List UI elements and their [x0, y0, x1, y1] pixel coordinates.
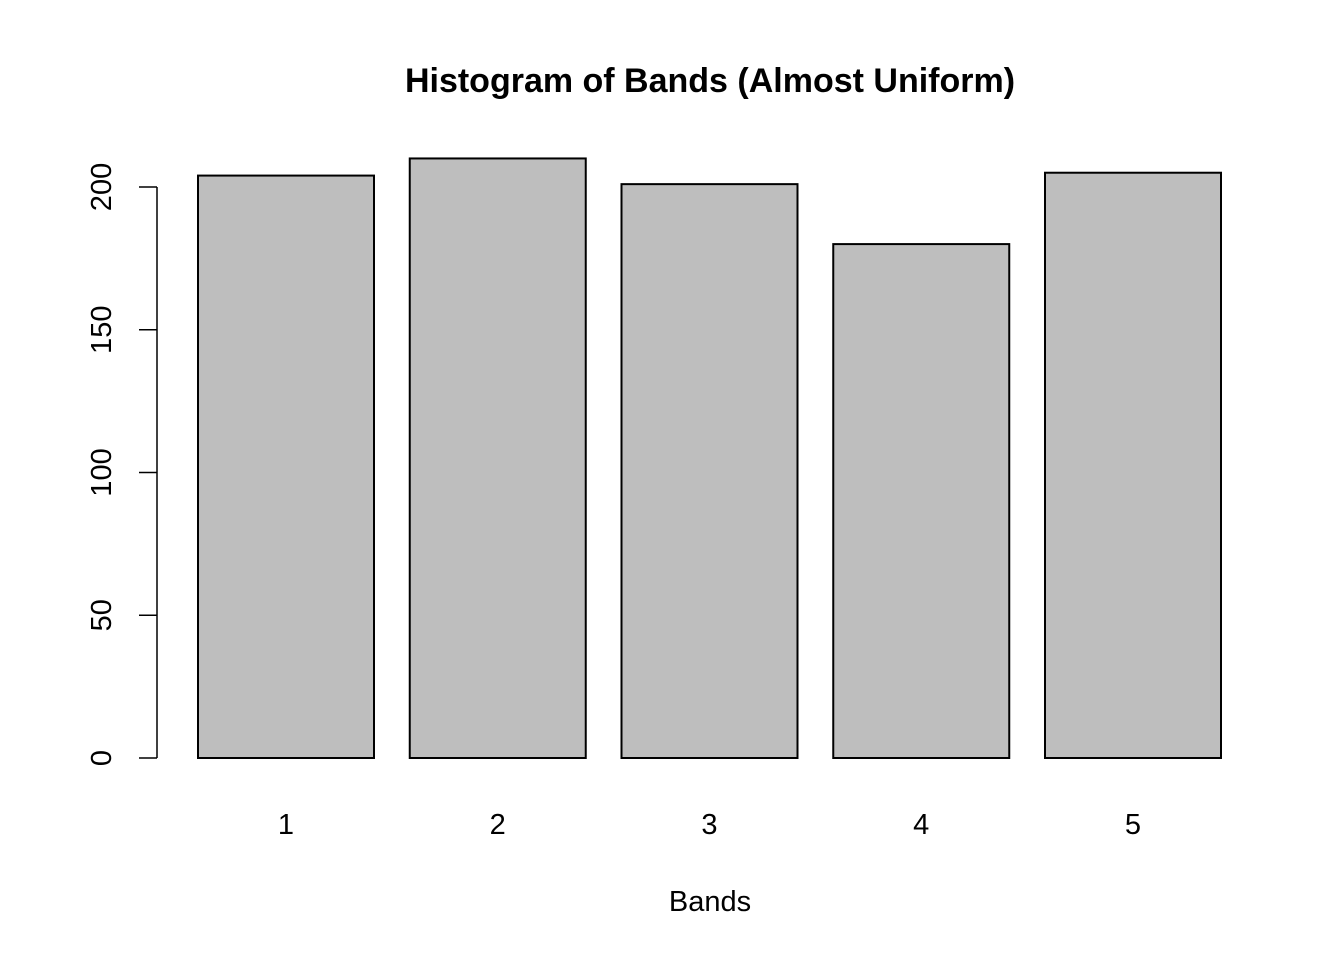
- y-tick-label-100: 100: [86, 448, 118, 496]
- bar-4: [832, 243, 1011, 760]
- x-tick-label-2: 2: [490, 809, 506, 841]
- x-tick-label-1: 1: [278, 809, 294, 841]
- y-tick-label-200: 200: [86, 163, 118, 211]
- x-tick-label-5: 5: [1125, 809, 1141, 841]
- x-tick-labels: 1 2 3 4 5: [278, 809, 1141, 841]
- y-tick-label-150: 150: [86, 306, 118, 354]
- bar-5: [1044, 171, 1222, 760]
- y-axis: 0 50 100 150 200: [86, 163, 158, 766]
- chart-title: Histogram of Bands (Almost Uniform): [405, 62, 1015, 100]
- bar-1: [197, 174, 375, 759]
- bar-2: [408, 157, 587, 759]
- x-axis-label: Bands: [669, 886, 751, 918]
- y-tick-label-0: 0: [86, 750, 118, 766]
- bar-3: [620, 183, 799, 759]
- y-tick-label-50: 50: [86, 599, 118, 631]
- x-tick-label-4: 4: [913, 809, 929, 841]
- x-tick-label-3: 3: [701, 809, 717, 841]
- bars-group: [197, 157, 1222, 760]
